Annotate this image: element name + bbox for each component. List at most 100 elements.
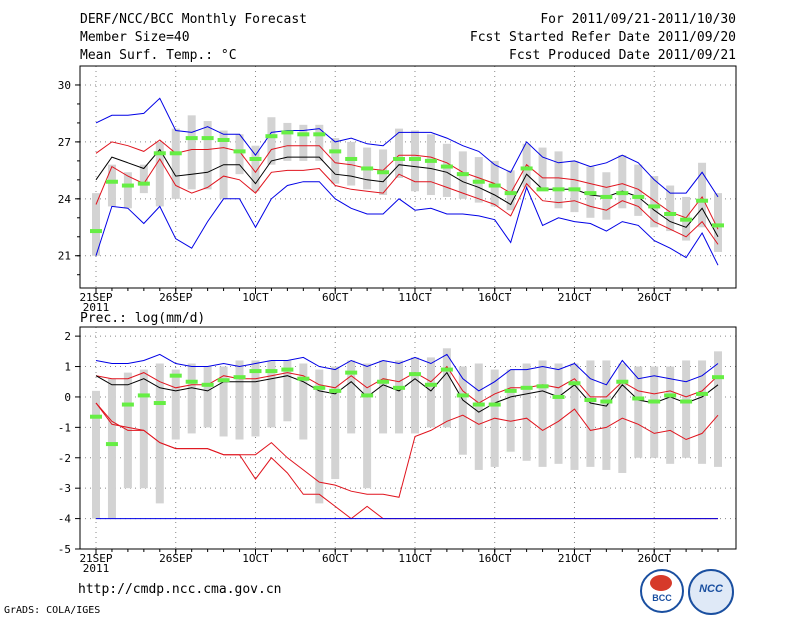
header-member-size: Member Size=40 — [80, 30, 190, 45]
forecast-marker — [568, 187, 581, 192]
spread-box — [506, 170, 515, 211]
forecast-marker — [456, 393, 469, 398]
forecast-marker — [233, 375, 246, 380]
forecast-marker — [90, 229, 102, 234]
spread-box — [155, 141, 164, 207]
spread-box — [650, 366, 659, 458]
forecast-marker — [201, 382, 214, 387]
footer-url[interactable]: http://cmdp.ncc.cma.gov.cn — [78, 582, 282, 597]
forecast-marker — [408, 372, 421, 377]
spread-box — [331, 138, 340, 184]
forecast-marker — [393, 156, 406, 161]
spread-box — [155, 363, 164, 504]
spread-box — [139, 369, 148, 489]
spread-box — [714, 351, 722, 467]
forecast-marker — [185, 379, 198, 384]
spread-box — [235, 134, 244, 175]
forecast-marker — [552, 394, 565, 399]
series-lower-spread-extra — [95, 402, 719, 498]
spread-box — [203, 121, 212, 190]
forecast-marker — [504, 388, 517, 393]
x-tick-sublabel: 2011 — [83, 562, 110, 575]
spread-box — [666, 185, 675, 232]
forecast-marker — [648, 204, 661, 209]
spread-box — [618, 155, 627, 209]
forecast-marker — [664, 393, 677, 398]
spread-box — [714, 193, 722, 252]
y-tick-label: 21 — [58, 250, 71, 263]
forecast-marker — [217, 378, 230, 383]
spread-box — [315, 124, 324, 161]
forecast-marker — [121, 183, 134, 188]
spread-box — [442, 348, 451, 428]
x-tick-label: 21SEP — [79, 552, 112, 565]
x-tick-label: 16OCT — [478, 552, 511, 565]
y-tick-label: 24 — [58, 193, 72, 206]
forecast-marker — [329, 149, 342, 154]
forecast-marker — [217, 138, 230, 142]
x-tick-label: 6OCT — [322, 552, 349, 565]
header-period: For 2011/09/21-2011/10/30 — [540, 12, 736, 27]
spread-box — [171, 128, 180, 199]
forecast-marker — [169, 373, 182, 378]
x-tick-sublabel: 2011 — [83, 301, 110, 314]
x-tick-label: 16OCT — [478, 291, 511, 304]
spread-box — [363, 363, 372, 489]
forecast-marker — [632, 396, 645, 401]
forecast-marker — [377, 170, 390, 175]
spread-box — [187, 115, 196, 190]
spread-box — [315, 369, 324, 504]
y-tick-label: 0 — [64, 391, 71, 404]
spread-box — [251, 360, 260, 437]
y-tick-label: -4 — [58, 513, 72, 526]
spread-box — [251, 145, 260, 192]
spread-box — [570, 160, 579, 213]
forecast-marker — [121, 402, 134, 407]
forecast-marker — [472, 402, 485, 407]
forecast-marker — [456, 172, 469, 177]
x-tick-label: 26OCT — [638, 291, 671, 304]
forecast-marker — [185, 136, 198, 141]
forecast-marker — [313, 132, 326, 137]
forecast-marker — [616, 379, 629, 384]
header-variable: Mean Surf. Temp.: °C — [80, 48, 237, 63]
forecast-marker — [105, 179, 118, 184]
forecast-marker — [297, 376, 310, 381]
spread-box — [666, 366, 675, 464]
series-ensemble-max — [95, 353, 719, 392]
y-tick-label: -2 — [58, 452, 71, 465]
forecast-marker — [345, 156, 358, 161]
x-tick-label: 26OCT — [638, 552, 671, 565]
footer-grads: GrADS: COLA/IGES — [4, 605, 101, 616]
spread-box — [283, 360, 292, 422]
spread-box — [538, 360, 547, 467]
forecast-marker — [552, 187, 565, 192]
header-title: DERF/NCC/BCC Monthly Forecast — [80, 12, 307, 27]
spread-box — [379, 360, 388, 434]
forecast-marker — [137, 181, 150, 186]
spread-box — [395, 128, 404, 178]
forecast-marker — [105, 442, 118, 447]
series-ensemble-min — [95, 181, 719, 266]
forecast-marker — [377, 379, 390, 384]
series-ensemble-mean — [95, 148, 719, 238]
spread-box — [123, 172, 132, 209]
forecast-marker — [329, 388, 342, 393]
x-tick-label: 21OCT — [558, 552, 591, 565]
bcc-logo: BCC — [640, 569, 684, 613]
forecast-marker — [265, 369, 278, 374]
spread-box — [554, 151, 563, 209]
forecast-marker — [424, 382, 437, 387]
spread-box — [395, 360, 404, 434]
spread-box — [522, 363, 531, 461]
forecast-marker — [680, 399, 693, 404]
spread-box — [474, 363, 483, 470]
forecast-marker — [696, 391, 709, 396]
y-tick-label: -1 — [58, 421, 71, 434]
forecast-marker — [233, 149, 246, 154]
y-tick-label: -5 — [58, 543, 71, 556]
forecast-marker — [249, 369, 262, 374]
series-ensemble-max — [95, 97, 719, 198]
forecast-marker — [408, 156, 421, 161]
